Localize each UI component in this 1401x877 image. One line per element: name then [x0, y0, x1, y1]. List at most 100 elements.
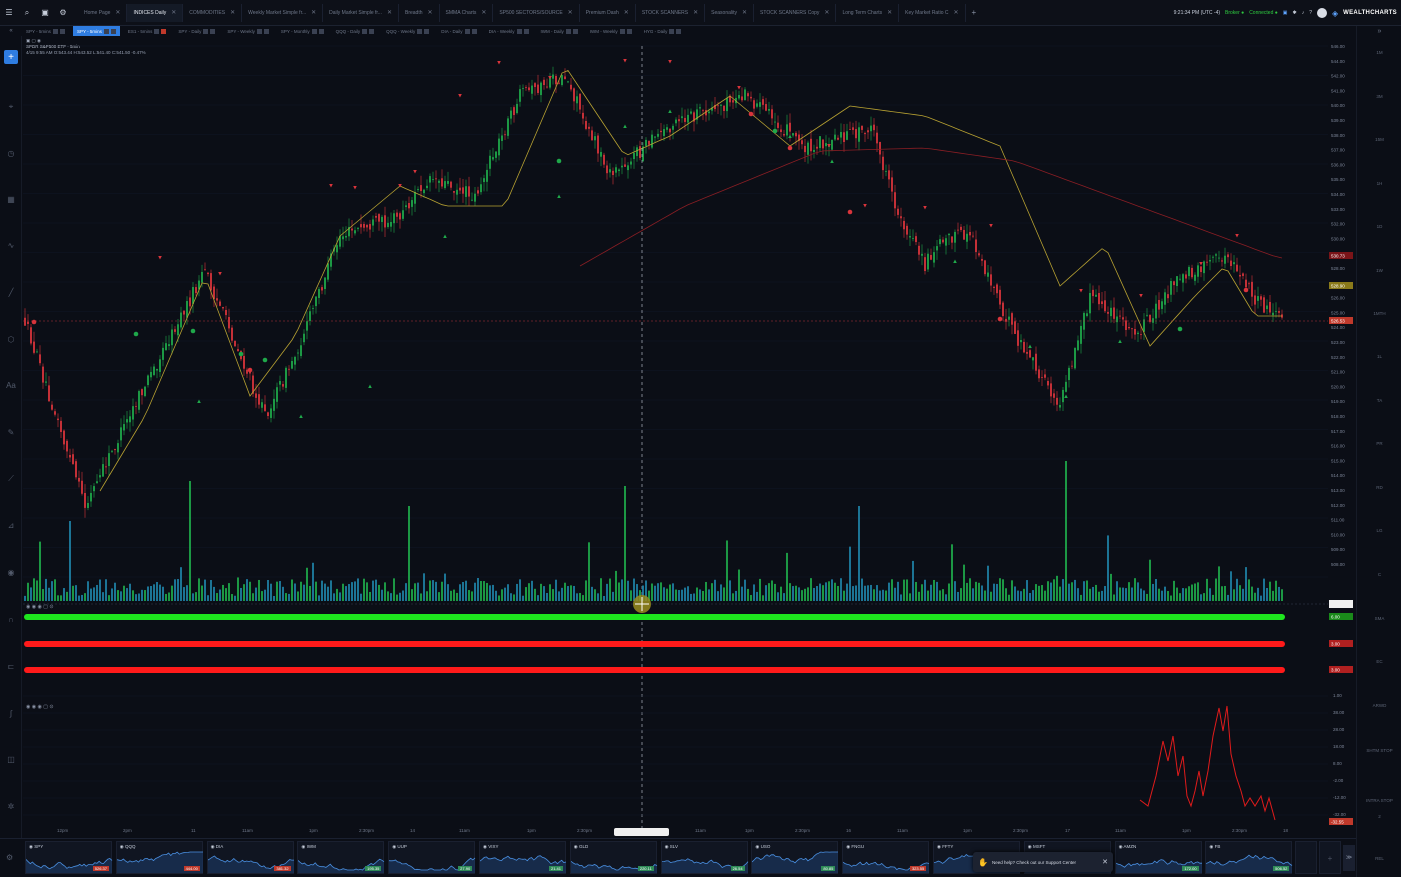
timeframe-button[interactable]: PR	[1376, 441, 1383, 446]
clock-icon[interactable]: ◷	[7, 148, 15, 158]
workspace-tab[interactable]: Seasonality ✕	[705, 3, 755, 22]
watchlist-card[interactable]: ◉ AMZN 172.00	[1114, 841, 1202, 874]
timeframe-button[interactable]: 3M	[1376, 94, 1383, 99]
tab-options-icon[interactable]	[256, 28, 262, 34]
watchlist-card[interactable]: ◉ USO 80.85	[751, 841, 839, 874]
chart-tab[interactable]: SPY - 5mins	[22, 26, 69, 36]
close-icon[interactable]: ✕	[953, 10, 959, 16]
chart-tab[interactable]: SPY - Weekly	[223, 26, 273, 36]
tab-close-icon[interactable]	[210, 28, 216, 34]
support-toast[interactable]: ✋ Need help? Check out our Support Cente…	[973, 852, 1113, 872]
tab-options-icon[interactable]	[103, 28, 109, 34]
workspace-tab[interactable]: COMMODITIES ✕	[183, 3, 243, 22]
bell-icon[interactable]: ♪	[1301, 10, 1305, 16]
timeframe-button[interactable]: 1W	[1376, 268, 1383, 273]
watchlist-card[interactable]: ◉ IWM 195.35	[297, 841, 385, 874]
gear-icon[interactable]: ⚙	[6, 853, 14, 862]
tab-close-icon[interactable]	[369, 28, 375, 34]
add-tab-button[interactable]: +	[971, 8, 977, 17]
ai-icon[interactable]: ⚙	[59, 8, 67, 17]
tab-close-icon[interactable]	[471, 28, 477, 34]
add-watchlist-icon[interactable]: +	[1319, 841, 1341, 874]
watchlist-card[interactable]: ◉ FB 506.52	[1205, 841, 1293, 874]
chart-tab[interactable]: DIA - Weekly	[485, 26, 533, 36]
tab-options-icon[interactable]	[52, 28, 58, 34]
menu-icon[interactable]: ☰	[5, 8, 13, 17]
measure-icon[interactable]: ⊿	[7, 520, 15, 530]
tab-close-icon[interactable]	[110, 28, 116, 34]
close-icon[interactable]: ✕	[567, 10, 573, 16]
timeframe-button[interactable]: 15M	[1375, 137, 1384, 142]
watchlist-card[interactable]: ◉ SLV 26.54	[660, 841, 748, 874]
search-icon[interactable]: ⌕	[24, 7, 30, 17]
watchlist-card[interactable]: ◉ QQQ 444.00	[115, 841, 203, 874]
close-icon[interactable]: ✕	[230, 10, 236, 16]
tab-options-icon[interactable]	[417, 28, 423, 34]
timeframe-button[interactable]: RD	[1376, 485, 1383, 490]
timeframe-button[interactable]: 1D	[1376, 224, 1383, 229]
workspace-tab[interactable]: Daily Market Simple fr... ✕	[323, 3, 399, 22]
watchlist-empty-slot[interactable]	[1295, 841, 1317, 874]
close-icon[interactable]: ✕	[427, 10, 433, 16]
tab-options-icon[interactable]	[362, 28, 368, 34]
broker-status[interactable]: Broker ●	[1225, 10, 1245, 16]
tab-close-icon[interactable]	[572, 28, 578, 34]
save-icon[interactable]: ▣	[1282, 10, 1288, 16]
tab-close-icon[interactable]	[161, 28, 167, 34]
tab-close-icon[interactable]	[676, 28, 682, 34]
timeframe-button[interactable]: INTRA STOP	[1366, 798, 1393, 803]
close-icon[interactable]: ✕	[481, 10, 487, 16]
close-icon[interactable]: ✕	[824, 10, 830, 16]
timeframe-button[interactable]: TA	[1376, 398, 1383, 403]
watchlist-card[interactable]: ◉ SPY 526.37	[25, 841, 113, 874]
timeframe-button[interactable]: 1MTH	[1373, 311, 1386, 316]
close-icon[interactable]: ✕	[887, 10, 893, 16]
cursor-icon[interactable]: ⌖	[8, 102, 14, 111]
close-icon[interactable]: ✕	[623, 10, 629, 16]
tab-options-icon[interactable]	[464, 28, 470, 34]
workspace-tab[interactable]: SMMA Charts ✕	[440, 3, 494, 22]
workspace-tab[interactable]: SP500 SECTORS/SOURCE ✕	[493, 3, 580, 22]
timeframe-button[interactable]: 2	[1378, 814, 1381, 819]
chart-tab[interactable]: SPY - Monthly	[277, 26, 328, 36]
timeframe-button[interactable]: EC	[1376, 659, 1383, 664]
workspace-tab[interactable]: Breadth ✕	[399, 3, 440, 22]
pencil-icon[interactable]: ✎	[7, 427, 15, 437]
timeframe-button[interactable]: 1M	[1376, 50, 1383, 55]
timeframe-button[interactable]: LG	[1376, 528, 1383, 533]
close-icon[interactable]: ✕	[386, 10, 392, 16]
scroll-watchlist-icon[interactable]: ≫	[1343, 845, 1355, 871]
workspace-tab[interactable]: INDICES Daily ✕	[127, 3, 184, 22]
watchlist-card[interactable]: ◉ GLD 220.11	[569, 841, 657, 874]
timeframe-button[interactable]: ARWD	[1372, 703, 1387, 708]
watchlist-card[interactable]: ◉ UUP 27.90	[388, 841, 476, 874]
workspace-tab[interactable]: Home Page ✕	[78, 3, 128, 22]
close-icon[interactable]: ✕	[311, 10, 317, 16]
help-icon[interactable]: ?	[1309, 10, 1313, 16]
shapes-icon[interactable]: ⬡	[7, 334, 15, 344]
chart-tab[interactable]: SPY - Daily	[174, 26, 219, 36]
timeframe-button[interactable]: REL	[1375, 856, 1384, 861]
workspace-tab[interactable]: STOCK SCANNERS ✕	[636, 3, 706, 22]
magnet-icon[interactable]: ∩	[8, 614, 14, 624]
chart-tab[interactable]: DIA - Daily	[437, 26, 480, 36]
tab-options-icon[interactable]	[154, 28, 160, 34]
tab-close-icon[interactable]	[263, 28, 269, 34]
trend-icon[interactable]: ∿	[7, 240, 15, 250]
chart-tab[interactable]: IWM - Weekly	[586, 26, 636, 36]
tab-close-icon[interactable]	[424, 28, 430, 34]
gear-icon[interactable]: ✱	[1292, 10, 1297, 16]
chart-tab[interactable]: IWM - Daily	[537, 26, 582, 36]
line-tool-icon[interactable]: ╱	[8, 287, 14, 297]
chart-tab[interactable]: HYG - Daily	[640, 26, 686, 36]
close-icon[interactable]: ✕	[693, 10, 699, 16]
text-tool-icon[interactable]: Aa	[6, 380, 16, 390]
workspace-tab[interactable]: Key Market Ratio C ✕	[899, 3, 966, 22]
timeframe-button[interactable]: SMA	[1374, 616, 1385, 621]
eye-icon[interactable]: ◉	[7, 567, 15, 577]
close-icon[interactable]: ✕	[171, 10, 177, 16]
close-icon[interactable]: ✕	[1102, 859, 1108, 866]
watchlist-card[interactable]: ◉ VIXY 21.41	[479, 841, 567, 874]
timeframe-button[interactable]: 1H	[1376, 181, 1383, 186]
watchlist-card[interactable]: ◉ DIA 381.32	[206, 841, 294, 874]
